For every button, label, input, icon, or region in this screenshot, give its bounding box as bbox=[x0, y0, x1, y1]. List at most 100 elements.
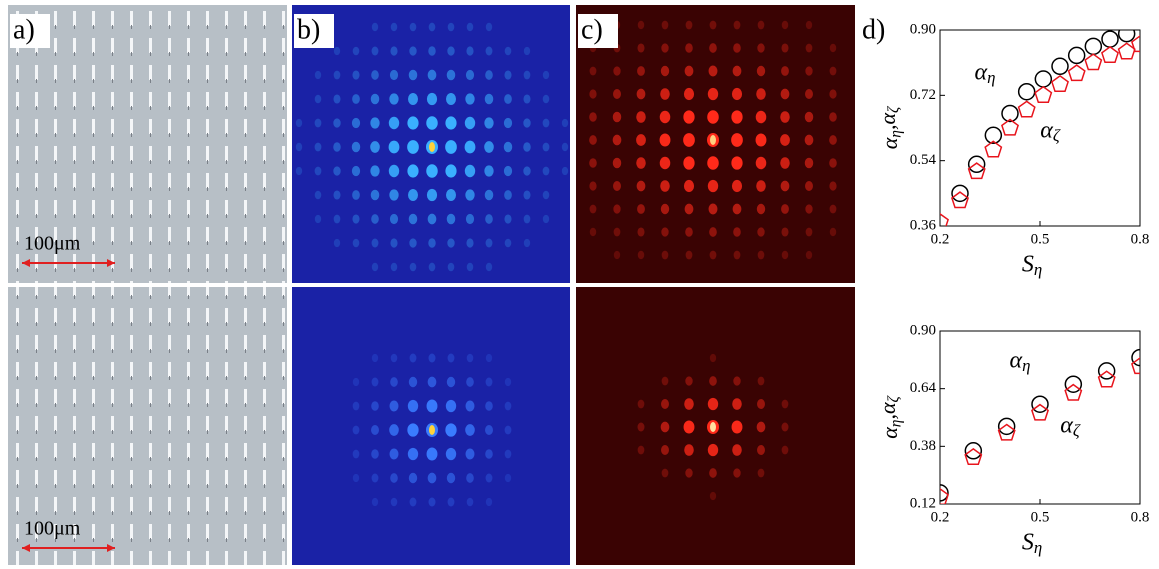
spot bbox=[757, 422, 766, 433]
spot bbox=[390, 46, 397, 55]
spot bbox=[409, 214, 418, 225]
spot bbox=[447, 214, 456, 225]
spot bbox=[370, 141, 380, 153]
spot bbox=[709, 468, 717, 478]
spot bbox=[806, 251, 812, 259]
spot bbox=[523, 190, 530, 199]
spot bbox=[334, 215, 341, 224]
spot bbox=[409, 46, 416, 55]
spot bbox=[445, 116, 456, 129]
spot bbox=[466, 401, 475, 412]
spot bbox=[708, 398, 718, 410]
spot bbox=[805, 89, 813, 99]
spot bbox=[684, 180, 694, 192]
spot bbox=[614, 228, 621, 237]
spot bbox=[829, 158, 837, 168]
spot bbox=[661, 43, 668, 52]
spot bbox=[445, 423, 456, 436]
diffraction-images bbox=[292, 5, 855, 565]
spot bbox=[428, 377, 437, 388]
spot bbox=[805, 66, 812, 75]
spot bbox=[485, 190, 494, 201]
spot bbox=[733, 376, 740, 385]
spot bbox=[389, 93, 398, 104]
spot bbox=[447, 238, 454, 247]
spot bbox=[448, 23, 455, 32]
spot bbox=[661, 227, 668, 236]
spot bbox=[710, 251, 717, 260]
spot bbox=[543, 143, 550, 152]
spot bbox=[683, 110, 694, 123]
spot bbox=[315, 167, 322, 176]
spot bbox=[408, 448, 418, 460]
spot bbox=[543, 71, 549, 79]
spot bbox=[389, 424, 399, 436]
spot bbox=[829, 135, 837, 145]
spot bbox=[446, 448, 456, 460]
spot bbox=[466, 449, 475, 460]
spot bbox=[661, 445, 669, 455]
spot bbox=[446, 400, 456, 412]
spot bbox=[709, 227, 717, 237]
spot bbox=[731, 133, 743, 147]
spot bbox=[333, 94, 340, 103]
spot bbox=[372, 354, 378, 362]
spot bbox=[447, 46, 454, 55]
spot bbox=[448, 354, 455, 363]
spot bbox=[371, 70, 379, 80]
y-tick-label: 0.90 bbox=[910, 322, 936, 338]
spot bbox=[391, 263, 398, 272]
x-tick-label: 0.8 bbox=[1131, 509, 1150, 525]
spot bbox=[465, 117, 475, 129]
spot bbox=[408, 93, 418, 105]
spot bbox=[353, 402, 360, 411]
spot bbox=[486, 239, 493, 248]
spot bbox=[505, 450, 512, 459]
spot bbox=[781, 89, 790, 100]
spot bbox=[709, 204, 718, 215]
spot bbox=[637, 89, 646, 100]
spot bbox=[467, 23, 474, 32]
spot bbox=[686, 21, 693, 30]
spot bbox=[296, 143, 302, 151]
spot bbox=[830, 228, 836, 236]
x-tick-label: 0.5 bbox=[1031, 231, 1050, 247]
spot bbox=[562, 143, 568, 151]
spot bbox=[504, 142, 512, 152]
spot bbox=[662, 251, 669, 260]
spot bbox=[660, 88, 670, 100]
spot bbox=[447, 473, 455, 483]
spot bbox=[428, 46, 435, 55]
spot bbox=[353, 474, 359, 482]
spot bbox=[732, 88, 742, 100]
spot bbox=[685, 376, 692, 385]
spot bbox=[806, 21, 812, 29]
spot bbox=[756, 134, 767, 147]
spot bbox=[683, 133, 695, 147]
spot bbox=[315, 215, 321, 223]
spot bbox=[708, 88, 718, 100]
spot bbox=[427, 93, 437, 105]
spot bbox=[638, 400, 645, 409]
spot bbox=[409, 70, 418, 81]
spot bbox=[409, 377, 417, 387]
spot bbox=[782, 251, 789, 260]
spot bbox=[485, 449, 493, 459]
spot bbox=[756, 88, 766, 100]
spot bbox=[410, 498, 417, 507]
spot bbox=[486, 263, 492, 271]
x-axis-label: Sη bbox=[1022, 530, 1042, 557]
spot bbox=[685, 66, 694, 77]
spot bbox=[408, 400, 418, 412]
spot bbox=[543, 119, 550, 128]
spot bbox=[637, 43, 644, 52]
spot bbox=[333, 118, 340, 127]
panel-label: b) bbox=[297, 14, 320, 45]
point bbox=[999, 418, 1015, 434]
spot bbox=[315, 191, 322, 200]
spot bbox=[732, 421, 743, 434]
spot bbox=[709, 66, 718, 77]
spot bbox=[829, 181, 836, 190]
spot bbox=[504, 190, 512, 200]
